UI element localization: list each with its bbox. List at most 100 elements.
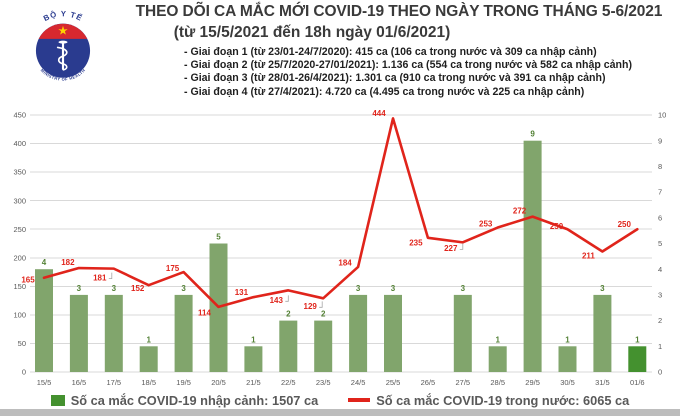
line-value-label: 250	[550, 222, 564, 231]
imported-cases-bar	[35, 269, 53, 372]
line-value-label: 182	[61, 258, 75, 267]
line-value-label: 152	[131, 284, 145, 293]
bar-value-label: 5	[216, 233, 221, 242]
imported-cases-bar	[488, 346, 507, 372]
phase-2-summary: - Giai đoạn 2 (từ 25/7/2020-27/01/2021):…	[184, 59, 633, 72]
label-leader-line	[108, 272, 113, 280]
line-value-label: 235	[409, 239, 423, 248]
x-axis-tick-label: 22/5	[281, 378, 296, 387]
imported-cases-bar	[384, 294, 402, 372]
left-axis-tick-label: 150	[13, 282, 26, 291]
bar-value-label: 4	[42, 258, 47, 267]
bar-value-label: 1	[146, 335, 151, 344]
right-axis-tick-label: 4	[658, 265, 662, 274]
bar-value-label: 3	[461, 284, 466, 293]
x-axis-tick-label: 01/6	[630, 378, 645, 387]
left-axis-tick-label: 100	[13, 310, 26, 319]
bar-value-label: 9	[530, 130, 535, 139]
x-axis-tick-label: 29/5	[525, 378, 540, 387]
legend-item-domestic: Số ca mắc COVID-19 trong nước: 6065 ca	[348, 393, 629, 408]
x-axis-tick-label: 17/5	[106, 378, 121, 387]
right-axis-tick-label: 10	[658, 111, 666, 120]
imported-cases-bar	[69, 294, 88, 372]
x-axis-tick-label: 15/5	[37, 378, 52, 387]
imported-cases-bar	[593, 294, 612, 372]
line-value-label: 143	[270, 296, 284, 305]
right-axis-tick-label: 8	[658, 162, 662, 171]
imported-bar-swatch-icon	[50, 394, 65, 406]
bar-value-label: 3	[77, 284, 82, 293]
left-axis-tick-label: 300	[13, 196, 26, 205]
imported-cases-bar	[139, 346, 158, 372]
right-axis-tick-label: 6	[658, 213, 662, 222]
x-axis-tick-label: 30/5	[560, 378, 575, 387]
left-axis-tick-label: 250	[13, 225, 26, 234]
line-value-label: 253	[479, 219, 493, 228]
imported-cases-bar	[523, 140, 542, 372]
right-axis-tick-label: 3	[658, 291, 662, 300]
right-axis-tick-label: 9	[658, 136, 662, 145]
covid-daily-chart: 0 50 100 150 200 250 300 350 400 450 0 1 2 3 4 5 6 7 8 9 10 1…	[0, 100, 680, 392]
phase-4-summary: - Giai đoạn 4 (từ 27/4/2021): 4.720 ca (…	[184, 85, 585, 98]
logo-top-text: BỘ Y TẾ	[42, 9, 85, 23]
imported-legend-label: Số ca mắc COVID-19 nhập cảnh: 1507 ca	[70, 392, 319, 408]
label-leader-line	[319, 301, 323, 308]
x-axis-tick-label: 31/5	[595, 378, 610, 387]
label-leader-line	[285, 295, 289, 302]
phase-1-summary: - Giai đoạn 1 (từ 23/01-24/7/2020): 415 …	[184, 46, 597, 58]
left-axis-tick-label: 0	[22, 368, 26, 377]
bar-value-label: 1	[251, 335, 256, 344]
line-value-label: 175	[166, 264, 180, 273]
line-value-label: 184	[338, 259, 352, 268]
bar-value-label: 1	[495, 335, 500, 344]
line-value-label: 165	[21, 276, 35, 285]
left-axis-tick-label: 400	[13, 139, 26, 148]
page-subtitle: (từ 15/5/2021 đến 18h ngày 01/6/2021)	[173, 24, 451, 41]
left-axis-tick-label: 350	[13, 168, 26, 177]
x-axis-tick-label: 26/5	[421, 378, 436, 387]
bar-value-label: 2	[321, 310, 326, 319]
bar-value-label: 3	[600, 284, 605, 293]
star-icon	[58, 25, 68, 35]
label-leader-line	[459, 243, 464, 250]
right-axis-tick-label: 1	[658, 342, 662, 351]
chart-header: THEO DÕI CA MẮC MỚI COVID-19 THEO NGÀY T…	[0, 3, 680, 99]
x-axis-tick-label: 18/5	[141, 378, 156, 387]
imported-cases-bar	[279, 320, 298, 372]
imported-cases-bar	[349, 294, 368, 372]
imported-cases-bar	[558, 346, 577, 372]
page-title: THEO DÕI CA MẮC MỚI COVID-19 THEO NGÀY T…	[135, 3, 663, 20]
x-axis-tick-label: 28/5	[490, 378, 505, 387]
line-value-label: 272	[513, 206, 527, 215]
rod-of-asclepius-icon	[56, 40, 68, 71]
imported-cases-bar	[314, 320, 333, 372]
chart-canvas: 0501001502002503003504004500123456789101…	[13, 109, 666, 387]
line-value-label: 181	[93, 273, 107, 282]
bar-value-label: 3	[181, 284, 186, 293]
screenshot-bottom-edge	[0, 409, 680, 416]
chart-legend: Số ca mắc COVID-19 nhập cảnh: 1507 ca Số…	[0, 390, 680, 410]
line-value-label: 114	[198, 309, 211, 318]
line-value-label: 444	[372, 109, 386, 118]
imported-cases-bar	[453, 294, 472, 372]
bar-value-label: 1	[635, 335, 640, 344]
bar-value-label: 3	[112, 284, 117, 293]
imported-cases-bar	[174, 294, 193, 372]
legend-item-imported: Số ca mắc COVID-19 nhập cảnh: 1507 ca	[50, 392, 319, 408]
ministry-of-health-logo: BỘ Y TẾ MINISTRY OF HEALTH	[22, 4, 104, 86]
moh-emblem-graphic: BỘ Y TẾ MINISTRY OF HEALTH	[35, 9, 91, 82]
right-axis-tick-label: 2	[658, 316, 662, 325]
x-axis-tick-label: 23/5	[316, 378, 331, 387]
line-value-label: 131	[235, 288, 249, 297]
domestic-cases-line	[42, 117, 639, 309]
x-axis-tick-label: 19/5	[176, 378, 191, 387]
x-axis-tick-label: 27/5	[455, 378, 470, 387]
x-axis-tick-label: 24/5	[351, 378, 366, 387]
x-axis-tick-label: 25/5	[386, 378, 401, 387]
left-axis-tick-label: 200	[13, 253, 26, 262]
imported-cases-bar	[244, 346, 263, 372]
right-axis-tick-label: 5	[658, 239, 662, 248]
right-axis-tick-label: 0	[658, 368, 662, 377]
line-value-label: 227	[444, 244, 458, 253]
line-value-label: 129	[304, 302, 318, 311]
